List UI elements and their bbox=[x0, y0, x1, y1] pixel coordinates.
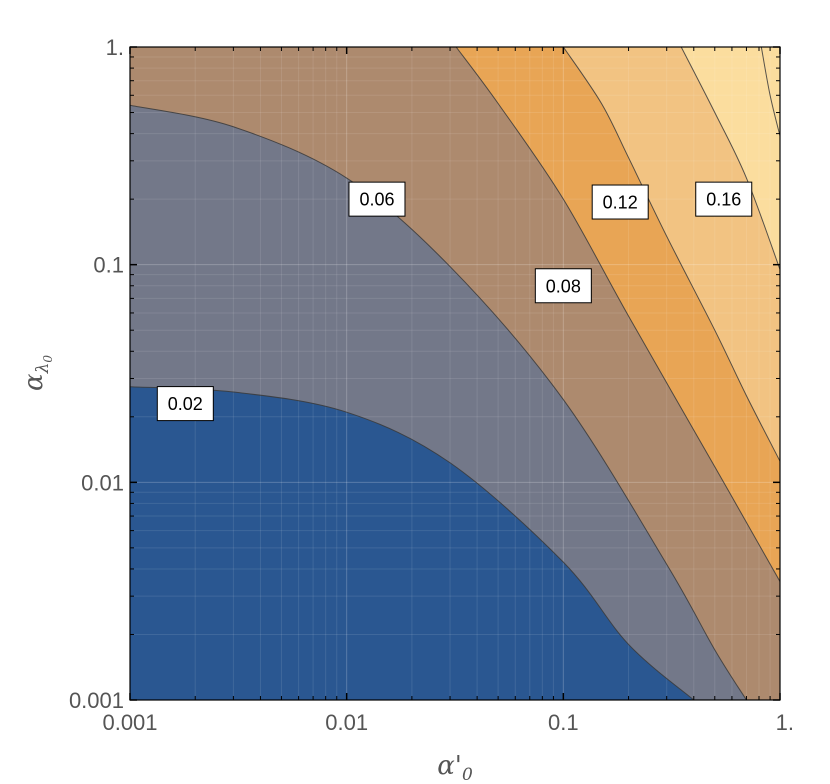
y-tick-label: 0.001 bbox=[69, 688, 124, 713]
contour-label-0-06: 0.06 bbox=[348, 181, 406, 217]
contour-label-box bbox=[591, 184, 649, 220]
y-tick-label: 0.01 bbox=[81, 470, 124, 495]
contour-line-0-2 bbox=[760, 47, 780, 137]
contour-lines bbox=[130, 47, 780, 700]
y-axis-label: αλ0 bbox=[19, 355, 55, 391]
contour-label-0-12: 0.12 bbox=[591, 184, 649, 220]
x-tick-label: 0.01 bbox=[325, 710, 368, 735]
contour-label-0-08: 0.08 bbox=[534, 268, 592, 304]
y-axis-label-subsub: 0 bbox=[41, 355, 55, 363]
x-tick-label: 0.1 bbox=[548, 710, 579, 735]
contour-label-0-16: 0.16 bbox=[695, 181, 753, 217]
x-tick-label: 1. bbox=[776, 710, 794, 735]
x-axis-label: α'0 bbox=[437, 751, 473, 784]
band-band_16_up bbox=[681, 47, 780, 270]
contour-bands bbox=[130, 47, 780, 700]
contour-label-text: 0.16 bbox=[706, 190, 741, 210]
grid-lines bbox=[130, 47, 780, 700]
y-tick-label: 1. bbox=[106, 35, 124, 60]
contour-label-box bbox=[348, 181, 406, 217]
contour-label-box bbox=[695, 181, 753, 217]
plot-frame bbox=[129, 46, 781, 701]
contour-label-text: 0.08 bbox=[546, 276, 581, 296]
contour-labels: 0.02 0.06 0.08 0.12 0.16 bbox=[156, 181, 753, 422]
y-tick-label: 0.1 bbox=[93, 253, 124, 278]
contour-label-0-02: 0.02 bbox=[156, 386, 214, 422]
axis-ticks: 0.001 0.01 0.1 1. 0.001 0.01 0.1 1. bbox=[69, 35, 794, 735]
contour-line-0-08 bbox=[455, 47, 780, 582]
contour-label-box bbox=[534, 268, 592, 304]
y-axis-label-main: α bbox=[19, 373, 49, 391]
x-tick-label: 0.001 bbox=[102, 710, 157, 735]
contour-label-text: 0.06 bbox=[359, 190, 394, 210]
contour-line-0-12 bbox=[562, 47, 780, 462]
contour-line-0-02 bbox=[130, 386, 695, 700]
y-axis-label-sub: λ bbox=[33, 363, 53, 375]
x-axis-label-main: α' bbox=[437, 751, 462, 781]
contour-label-text: 0.12 bbox=[603, 193, 638, 213]
contour-line-0-06 bbox=[130, 104, 747, 700]
contour-line-0-16 bbox=[680, 47, 780, 270]
contour-label-box bbox=[156, 386, 214, 422]
x-axis-label-sub: 0 bbox=[462, 765, 473, 784]
band-band_12_16 bbox=[563, 47, 780, 462]
contour-label-text: 0.02 bbox=[168, 394, 203, 414]
plot-border bbox=[129, 46, 781, 701]
